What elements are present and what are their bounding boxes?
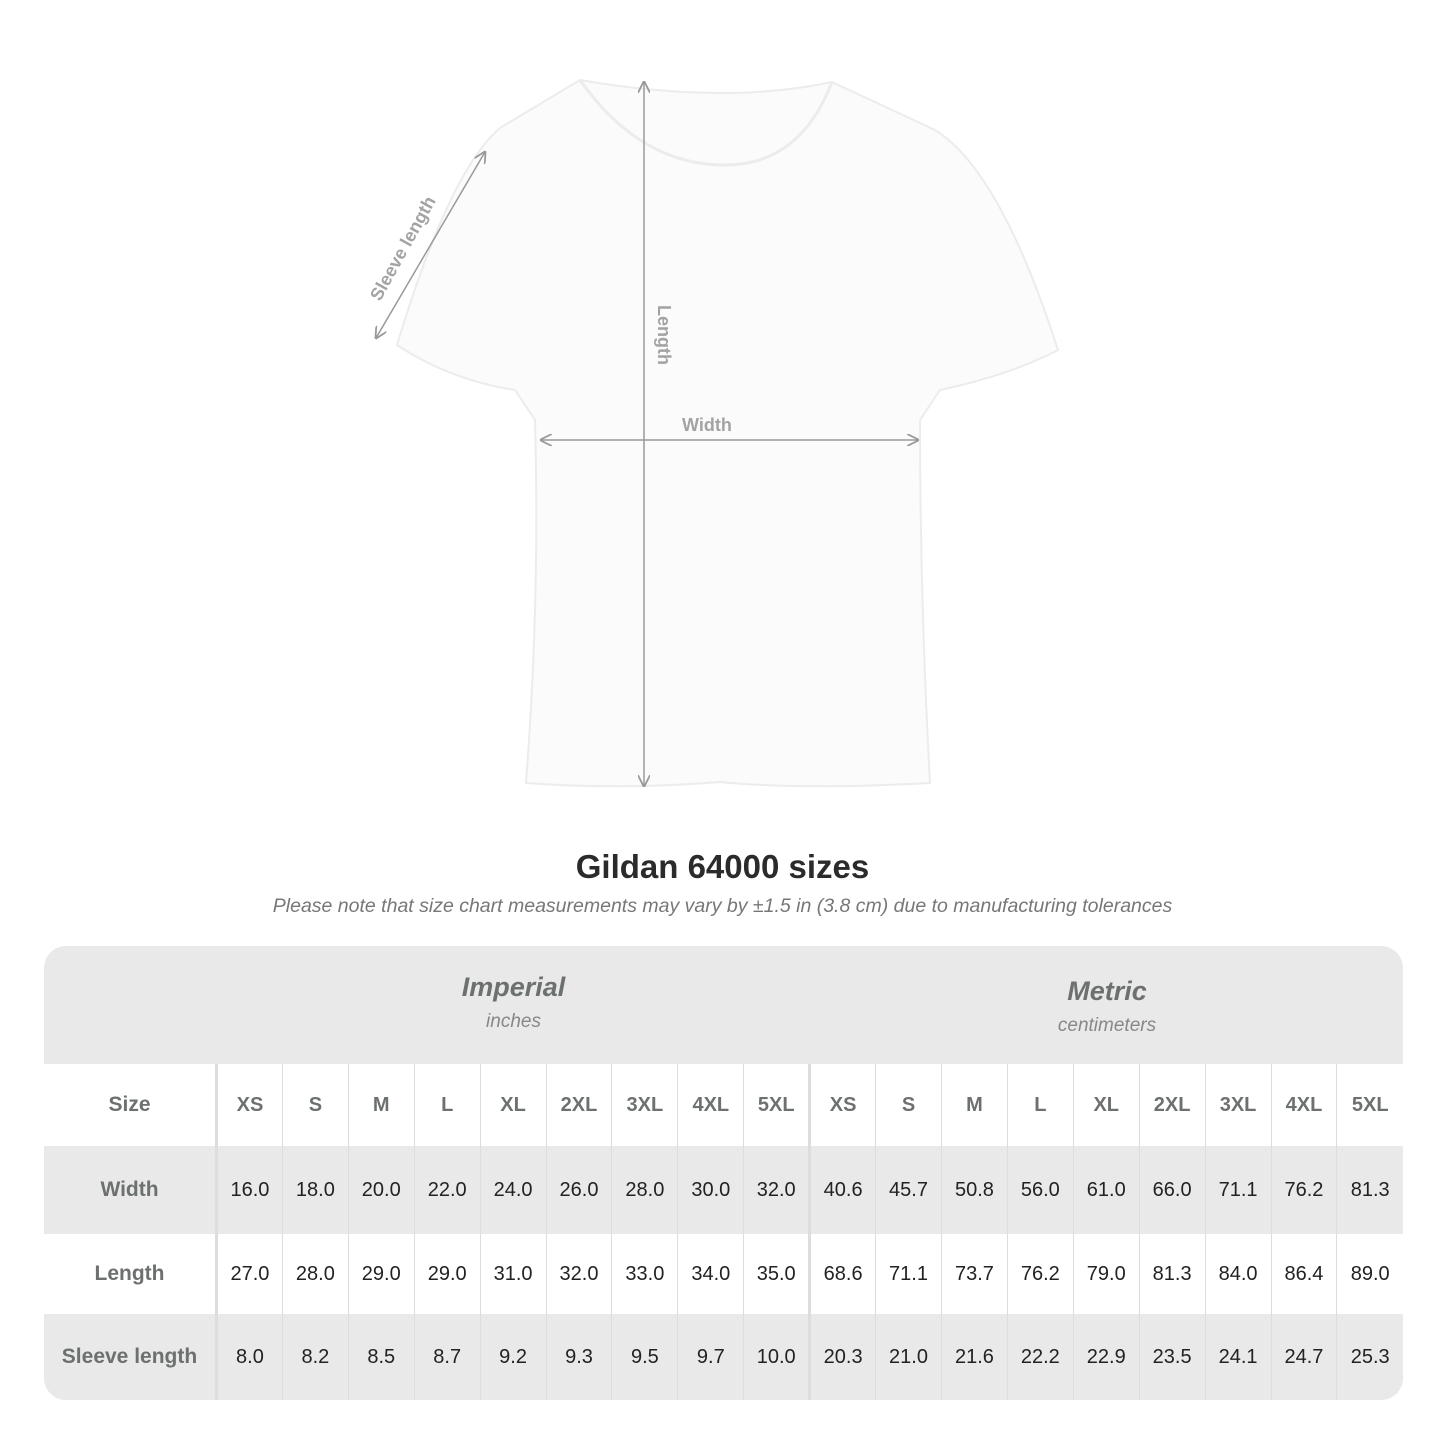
metric-value-cell: 45.7 (875, 1146, 942, 1234)
imperial-size-header: M (347, 1064, 415, 1146)
metric-value-cell: 25.3 (1336, 1314, 1403, 1400)
size-table: Size XS S M L XL 2XL 3XL 4XL 5XL XS S M L XL 2XL 3XL 4XL 5… (44, 1064, 1403, 1400)
metric-value-cell: 22.2 (1006, 1314, 1074, 1400)
imperial-value-cell: 34.0 (677, 1234, 744, 1314)
imperial-value-cell: 29.0 (347, 1234, 415, 1314)
row-label: Width (44, 1146, 218, 1234)
table-row: Sleeve length 8.0 8.2 8.5 8.7 9.2 9.3 9.5 9.7 10.… (44, 1314, 1403, 1400)
imperial-value-cell: 27.0 (216, 1234, 283, 1314)
imperial-value-cell: 8.0 (216, 1314, 283, 1400)
imperial-size-header: 3XL (611, 1064, 678, 1146)
imperial-value-cell: 32.0 (545, 1234, 612, 1314)
metric-value-cell: 81.3 (1138, 1234, 1206, 1314)
metric-size-header: S (875, 1064, 942, 1146)
metric-unit: centimeters (1057, 1015, 1157, 1036)
length-label: Length (654, 305, 674, 365)
metric-value-cell: 66.0 (1138, 1146, 1206, 1234)
imperial-value-cell: 28.0 (281, 1234, 349, 1314)
metric-value-cell: 76.2 (1270, 1146, 1337, 1234)
metric-value-cell: 89.0 (1336, 1234, 1403, 1314)
metric-value-cell: 56.0 (1006, 1146, 1074, 1234)
imperial-value-cell: 8.2 (281, 1314, 349, 1400)
metric-value-cell: 24.1 (1204, 1314, 1271, 1400)
imperial-value-cell: 16.0 (216, 1146, 283, 1234)
imperial-size-header: S (281, 1064, 349, 1146)
size-chart: Imperial inches Metric centimeters Size X… (44, 946, 1403, 1400)
imperial-value-cell: 29.0 (413, 1234, 481, 1314)
imperial-size-header: XL (479, 1064, 547, 1146)
metric-size-header: 2XL (1138, 1064, 1206, 1146)
sleeve-measure-line (376, 152, 485, 338)
imperial-size-header: 4XL (677, 1064, 744, 1146)
imperial-title: Imperial (461, 972, 566, 1002)
imperial-size-header: 5XL (743, 1064, 810, 1146)
metric-value-cell: 21.6 (940, 1314, 1008, 1400)
table-row: Width 16.0 18.0 20.0 22.0 24.0 26.0 28.0 30.0 32.… (44, 1146, 1403, 1234)
page-title: Gildan 64000 sizes (575, 848, 870, 885)
metric-value-cell: 79.0 (1072, 1234, 1140, 1314)
metric-value-cell: 71.1 (1204, 1146, 1271, 1234)
metric-title: Metric (1067, 976, 1147, 1006)
imperial-value-cell: 18.0 (281, 1146, 349, 1234)
imperial-value-cell: 9.3 (545, 1314, 612, 1400)
metric-value-cell: 76.2 (1006, 1234, 1074, 1314)
table-row: Length 27.0 28.0 29.0 29.0 31.0 32.0 33.0 34.0 35… (44, 1234, 1403, 1314)
imperial-value-cell: 9.2 (479, 1314, 547, 1400)
metric-value-cell: 22.9 (1072, 1314, 1140, 1400)
metric-value-cell: 81.3 (1336, 1146, 1403, 1234)
metric-size-header: M (940, 1064, 1008, 1146)
imperial-value-cell: 35.0 (743, 1234, 810, 1314)
imperial-value-cell: 8.7 (413, 1314, 481, 1400)
metric-size-header: XS (808, 1064, 876, 1146)
imperial-size-header: L (413, 1064, 481, 1146)
metric-value-cell: 23.5 (1138, 1314, 1206, 1400)
metric-value-cell: 24.7 (1270, 1314, 1337, 1400)
row-label: Sleeve length (44, 1314, 218, 1400)
imperial-value-cell: 9.5 (611, 1314, 678, 1400)
imperial-value-cell: 26.0 (545, 1146, 612, 1234)
metric-value-cell: 21.0 (875, 1314, 942, 1400)
size-header-row: Size XS S M L XL 2XL 3XL 4XL 5XL XS S M L XL 2XL 3XL 4XL 5… (44, 1064, 1403, 1146)
metric-value-cell: 84.0 (1204, 1234, 1271, 1314)
metric-value-cell: 50.8 (940, 1146, 1008, 1234)
metric-size-header: 3XL (1204, 1064, 1271, 1146)
imperial-value-cell: 28.0 (611, 1146, 678, 1234)
row-label: Length (44, 1234, 218, 1314)
metric-value-cell: 73.7 (940, 1234, 1008, 1314)
metric-size-header: L (1006, 1064, 1074, 1146)
imperial-size-header: XS (216, 1064, 283, 1146)
metric-value-cell: 61.0 (1072, 1146, 1140, 1234)
imperial-value-cell: 22.0 (413, 1146, 481, 1234)
metric-header: Metric centimeters (811, 946, 1403, 1064)
imperial-value-cell: 10.0 (743, 1314, 810, 1400)
metric-size-header: 5XL (1336, 1064, 1403, 1146)
imperial-header: Imperial inches (216, 946, 811, 1064)
metric-value-cell: 71.1 (875, 1234, 942, 1314)
metric-value-cell: 20.3 (808, 1314, 876, 1400)
size-header-label: Size (44, 1064, 218, 1146)
imperial-value-cell: 32.0 (743, 1146, 810, 1234)
metric-size-header: 4XL (1270, 1064, 1337, 1146)
metric-value-cell: 40.6 (808, 1146, 876, 1234)
metric-value-cell: 68.6 (808, 1234, 876, 1314)
tshirt-icon (395, 78, 1060, 788)
imperial-unit: inches (486, 1011, 541, 1032)
imperial-value-cell: 33.0 (611, 1234, 678, 1314)
imperial-value-cell: 20.0 (347, 1146, 415, 1234)
metric-size-header: XL (1072, 1064, 1140, 1146)
imperial-value-cell: 9.7 (677, 1314, 744, 1400)
width-label: Width (682, 415, 732, 435)
tolerance-note: Please note that size chart measurements… (272, 895, 1173, 917)
imperial-value-cell: 8.5 (347, 1314, 415, 1400)
imperial-value-cell: 30.0 (677, 1146, 744, 1234)
metric-value-cell: 86.4 (1270, 1234, 1337, 1314)
tshirt-diagram: Sleeve length Length Width (366, 78, 1060, 788)
imperial-value-cell: 24.0 (479, 1146, 547, 1234)
imperial-size-header: 2XL (545, 1064, 612, 1146)
imperial-value-cell: 31.0 (479, 1234, 547, 1314)
